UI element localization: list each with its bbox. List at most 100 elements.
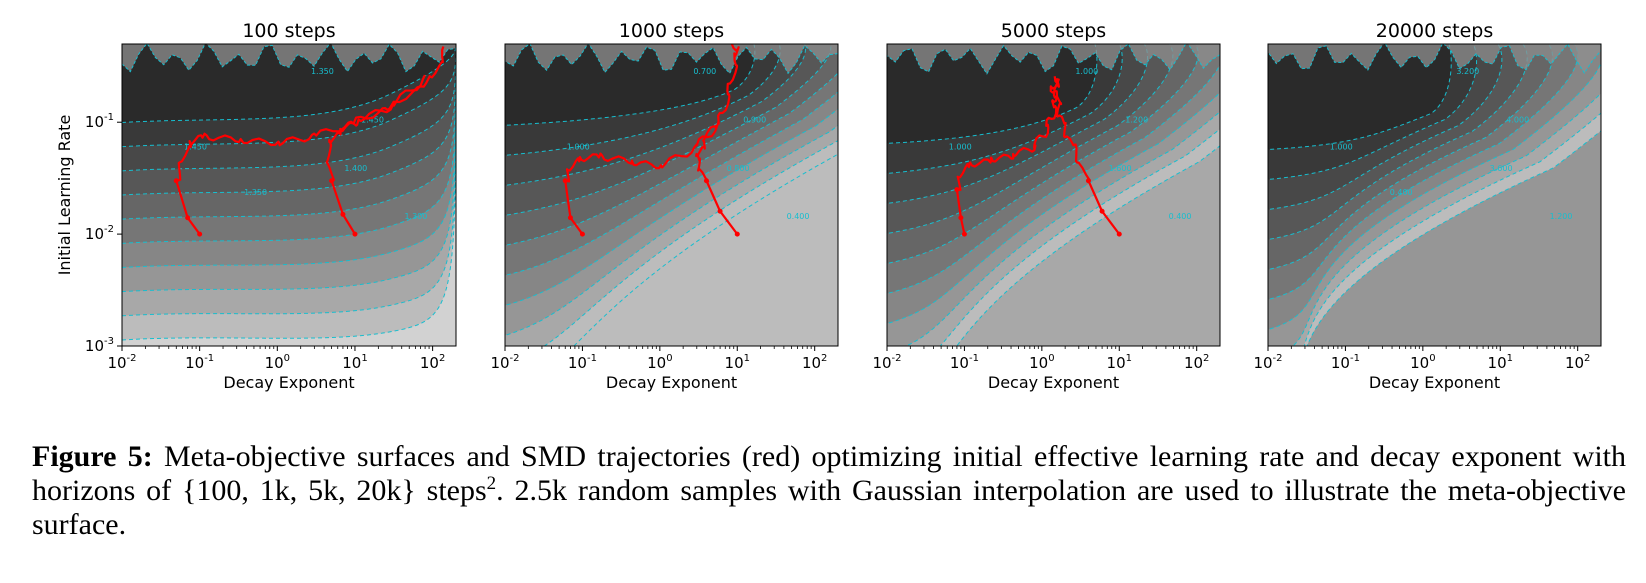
contour-band [1268,44,1601,74]
contour-label: 1.450 [361,116,384,125]
contour-line [122,44,456,196]
x-tick-label: 100 [647,353,672,372]
y-tick-label: 10-2 [85,224,114,243]
plot-frame [886,43,1221,347]
contour-line [1268,44,1579,300]
contour-line [887,44,1123,174]
trajectory-point [703,178,709,184]
contour-surface: 1.000 4.000 3.600 3.200 1.200 0.400 [1268,44,1601,346]
x-axis-label: Decay Exponent [223,373,354,392]
contour-line [505,44,756,126]
x-axis-label: Decay Exponent [606,373,737,392]
x-tick-label: 10-2 [1253,353,1282,372]
x-tick-label: 101 [1488,353,1513,372]
trajectory-point [717,208,723,214]
trajectory-point [734,231,740,237]
contour-line [122,44,456,220]
x-tick-label: 10-2 [490,353,519,372]
contour-label: 1.000 [949,143,972,152]
contour-line [1268,44,1553,270]
x-tick-label: 10-1 [950,353,979,372]
contour-line [887,44,1149,204]
contour-label: 4.000 [1506,116,1529,125]
contour-surface: 1.000 1.200 1.600 1.000 0.400 [887,44,1220,346]
contour-label: 1.300 [404,212,427,221]
contour-line [122,44,456,172]
contour-label: 1.000 [1075,67,1098,76]
caption-text-end: . 2.5k random samples with Gaussian inte… [32,474,1626,541]
contour-line [887,44,1220,75]
contour-label: 0.400 [787,212,810,221]
chart-panel-3: 1.000 1.200 1.600 1.000 0.400 5000 steps 10-2 1… [872,20,1221,392]
contour-line [122,44,456,268]
contour-line [1268,44,1601,75]
contour-line [1306,130,1601,346]
trajectory-point [954,187,960,193]
trajectory-point [1116,231,1122,237]
contour-line [505,91,838,276]
contour-line [505,44,838,75]
contour-line [122,44,456,73]
contour-label: 1.200 [1125,116,1148,125]
trajectory-point [340,211,346,217]
chart-title: 1000 steps [619,20,724,42]
contour-line [887,44,1098,144]
x-tick-label: 10-1 [185,353,214,372]
contour-label: 0.900 [743,116,766,125]
contour-label: 1.350 [311,67,334,76]
x-tick-label: 100 [265,353,290,372]
trajectory-point [329,178,335,184]
contour-line [505,108,838,306]
trajectory-line [325,74,426,235]
x-axis-label: Decay Exponent [988,373,1119,392]
x-tick-label: 102 [1184,353,1209,372]
contour-surface: 1.450 1.450 1.400 1.350 1.300 1.350 [122,44,456,346]
x-tick-label: 100 [1029,353,1054,372]
x-tick-label: 10-2 [872,353,901,372]
contour-band [505,44,838,74]
trajectory-point [567,215,573,221]
contour-label: 3.200 [1456,67,1479,76]
caption-superscript: 2 [486,473,497,494]
contour-line [505,44,781,156]
contour-line [1268,44,1503,210]
trajectory-point [173,178,179,184]
plot-frame [1267,43,1602,347]
caption-label: Figure 5: [32,440,153,473]
contour-label: 0.700 [693,67,716,76]
y-axis-label: Initial Learning Rate [55,115,74,276]
x-tick-label: 100 [1410,353,1435,372]
caption-text: Meta-objective surfaces and SMD trajecto… [32,440,1626,507]
x-tick-label: 101 [1107,353,1132,372]
x-tick-label: 10-1 [568,353,597,372]
contour-line [122,44,456,124]
contour-label: 1.450 [184,143,207,152]
x-tick-label: 101 [725,353,750,372]
plot-frame [504,43,839,347]
contour-line [505,124,838,336]
contour-line [1292,92,1601,346]
contour-line [1268,44,1601,330]
x-tick-label: 10-1 [1331,353,1360,372]
x-tick-label: 102 [1565,353,1590,372]
contour-band [122,44,456,72]
trajectory-point [197,231,203,237]
contour-label: 0.400 [1169,212,1192,221]
trajectory-point [958,215,964,221]
contour-line [887,91,1220,324]
contour-label: 0.800 [727,164,750,173]
contour-line [505,44,832,216]
x-tick-label: 102 [802,353,827,372]
trajectory-line [955,76,1060,235]
contour-line [1268,44,1477,180]
x-tick-label: 101 [342,353,367,372]
trajectory-point [1085,178,1091,184]
contour-line [1268,44,1528,240]
plot-frame [121,43,457,347]
chart-title: 100 steps [242,20,335,42]
contour-line [122,44,456,244]
trajectory-point [961,231,967,237]
contour-label: 3.600 [1490,164,1513,173]
